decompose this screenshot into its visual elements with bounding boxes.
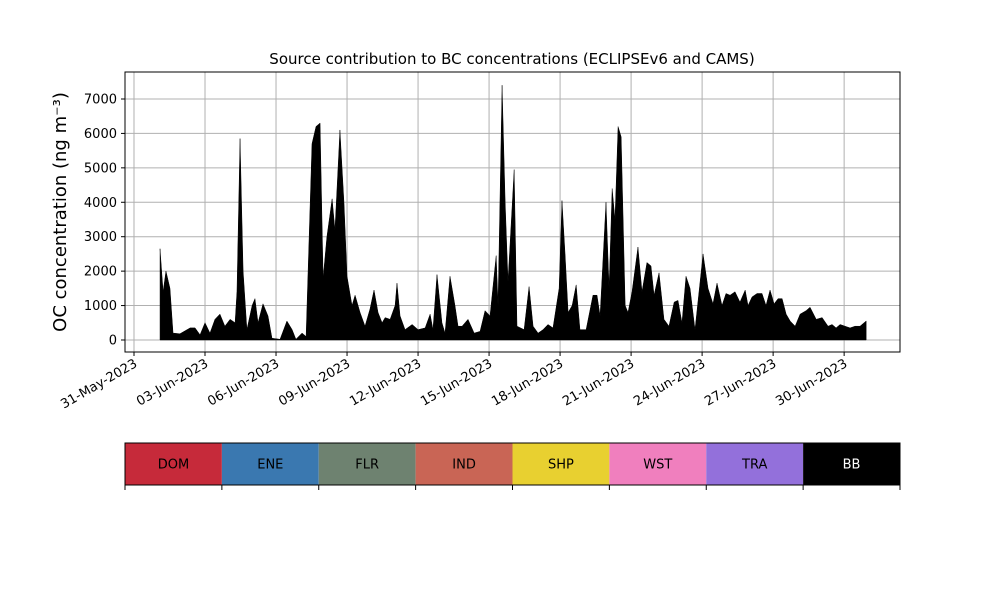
colorbar-label: SHP bbox=[548, 458, 574, 473]
y-tick-label: 7000 bbox=[84, 92, 117, 107]
y-axis-label: OC concentration (ng m⁻³) bbox=[50, 92, 71, 332]
y-tick-label: 2000 bbox=[84, 265, 117, 280]
y-tick-label: 5000 bbox=[84, 161, 117, 176]
colorbar-label: TRA bbox=[741, 458, 767, 473]
colorbar-label: BB bbox=[843, 458, 861, 473]
chart-title: Source contribution to BC concentrations… bbox=[269, 50, 754, 68]
area bbox=[159, 85, 867, 341]
colorbar-swatch bbox=[512, 443, 610, 485]
colorbar-swatch bbox=[706, 443, 804, 485]
colorbar-swatch bbox=[415, 443, 513, 485]
plot-frame bbox=[124, 71, 901, 353]
y-tick-label: 0 bbox=[109, 333, 117, 348]
colorbar-label: IND bbox=[452, 458, 476, 473]
colorbar-swatch bbox=[125, 443, 222, 485]
colorbar-label: DOM bbox=[158, 458, 189, 473]
colorbar-frame bbox=[124, 442, 901, 486]
colorbar-swatch bbox=[318, 443, 416, 485]
colorbar-swatch bbox=[609, 443, 707, 485]
y-tick-label: 4000 bbox=[84, 196, 117, 211]
colorbar-label: ENE bbox=[257, 458, 283, 473]
colorbar-label: WST bbox=[643, 458, 672, 473]
colorbar-swatch bbox=[803, 443, 900, 485]
colorbar-label: FLR bbox=[355, 458, 379, 473]
y-tick-label: 1000 bbox=[84, 299, 117, 314]
y-tick-label: 6000 bbox=[84, 127, 117, 142]
y-tick-label: 3000 bbox=[84, 230, 117, 245]
colorbar-swatch bbox=[221, 443, 319, 485]
